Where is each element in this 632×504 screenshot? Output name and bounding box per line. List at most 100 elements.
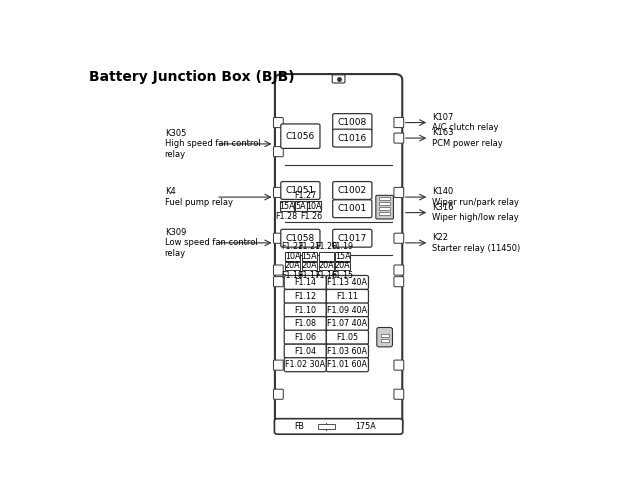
Text: F1.12: F1.12 [295,292,317,301]
FancyBboxPatch shape [332,229,372,247]
FancyBboxPatch shape [284,330,326,344]
Bar [280,202,293,211]
Bar [335,262,350,270]
Text: F1.21: F1.21 [298,242,320,251]
Text: F1.20: F1.20 [315,242,337,251]
Text: F1.17: F1.17 [298,271,320,280]
Text: F1.05: F1.05 [336,333,358,342]
Text: C1002: C1002 [337,186,367,195]
Text: F1.15: F1.15 [331,271,353,280]
FancyBboxPatch shape [281,181,320,200]
Text: K309
Low speed fan control
relay: K309 Low speed fan control relay [165,228,257,258]
FancyBboxPatch shape [284,303,326,317]
FancyBboxPatch shape [326,358,368,372]
FancyBboxPatch shape [284,317,326,331]
Text: 10A: 10A [285,252,300,261]
FancyBboxPatch shape [326,276,368,289]
FancyBboxPatch shape [274,419,403,434]
Text: FB: FB [295,422,305,431]
Bar [285,262,300,270]
Text: 20A: 20A [301,261,317,270]
Text: F1.10: F1.10 [295,305,316,314]
Bar [302,252,317,261]
FancyBboxPatch shape [394,117,404,128]
Bar [379,197,390,200]
Text: C1008: C1008 [337,118,367,127]
FancyBboxPatch shape [274,147,283,157]
Bar [307,202,321,211]
FancyBboxPatch shape [332,75,345,83]
Text: F1.01 60A: F1.01 60A [327,360,367,369]
Text: F1.26: F1.26 [300,212,322,221]
Text: C1056: C1056 [286,132,315,141]
FancyBboxPatch shape [274,233,283,243]
Text: C1001: C1001 [337,204,367,213]
FancyBboxPatch shape [394,265,404,275]
FancyBboxPatch shape [326,289,368,303]
FancyBboxPatch shape [332,200,372,218]
FancyBboxPatch shape [284,289,326,303]
FancyBboxPatch shape [326,317,368,331]
Text: F1.06: F1.06 [295,333,316,342]
FancyBboxPatch shape [275,74,403,431]
Text: Battery Junction Box (BJB): Battery Junction Box (BJB) [88,70,295,84]
Text: K316
Wiper high/low relay: K316 Wiper high/low relay [432,203,518,222]
FancyBboxPatch shape [326,344,368,358]
Text: F1.02 30A: F1.02 30A [285,360,325,369]
FancyBboxPatch shape [281,229,320,247]
Bar [335,252,350,261]
FancyBboxPatch shape [394,187,404,198]
Text: F1.18: F1.18 [281,271,303,280]
Text: F1.07 40A: F1.07 40A [327,319,367,328]
FancyBboxPatch shape [376,196,394,219]
Text: 10A: 10A [307,202,322,211]
Text: 20A: 20A [285,261,300,270]
Bar [380,334,389,337]
Text: K107
A/C clutch relay: K107 A/C clutch relay [432,113,498,132]
FancyBboxPatch shape [274,187,283,198]
FancyBboxPatch shape [274,265,283,275]
Text: F1.09 40A: F1.09 40A [327,305,367,314]
Text: F1.19: F1.19 [331,242,353,251]
FancyBboxPatch shape [394,277,404,287]
FancyBboxPatch shape [284,344,326,358]
Text: F1.16: F1.16 [315,271,337,280]
Bar [302,262,317,270]
FancyBboxPatch shape [284,276,326,289]
Text: 20A: 20A [319,261,334,270]
Text: 20A: 20A [335,261,350,270]
FancyBboxPatch shape [284,358,326,372]
Text: C1051: C1051 [286,186,315,195]
FancyBboxPatch shape [394,133,404,143]
Text: F1.13 40A: F1.13 40A [327,278,367,287]
FancyBboxPatch shape [394,360,404,370]
FancyBboxPatch shape [394,233,404,243]
Text: K163
PCM power relay: K163 PCM power relay [432,129,502,148]
Text: C1017: C1017 [337,234,367,243]
Text: 175A: 175A [355,422,376,431]
FancyBboxPatch shape [394,389,404,399]
FancyBboxPatch shape [377,328,392,347]
Text: F1.22: F1.22 [281,242,304,251]
FancyBboxPatch shape [274,277,283,287]
Text: C1016: C1016 [337,134,367,143]
Text: K22
Starter relay (11450): K22 Starter relay (11450) [432,233,520,253]
Text: K305
High speed fan control
relay: K305 High speed fan control relay [165,129,260,159]
Text: 15A: 15A [335,252,350,261]
Text: F1.08: F1.08 [295,319,316,328]
Text: F1.04: F1.04 [295,347,316,356]
Text: K140
Wiper run/park relay: K140 Wiper run/park relay [432,187,519,207]
Text: F1.27: F1.27 [294,191,317,200]
Text: 15A: 15A [301,252,317,261]
FancyBboxPatch shape [274,360,283,370]
Bar [295,202,307,211]
FancyBboxPatch shape [332,129,372,147]
FancyBboxPatch shape [274,389,283,399]
Text: C1058: C1058 [286,234,315,243]
FancyBboxPatch shape [326,330,368,344]
FancyBboxPatch shape [332,181,372,200]
Bar [285,252,300,261]
FancyBboxPatch shape [332,113,372,132]
Text: 15A: 15A [279,202,295,211]
Text: 5A: 5A [296,202,306,211]
